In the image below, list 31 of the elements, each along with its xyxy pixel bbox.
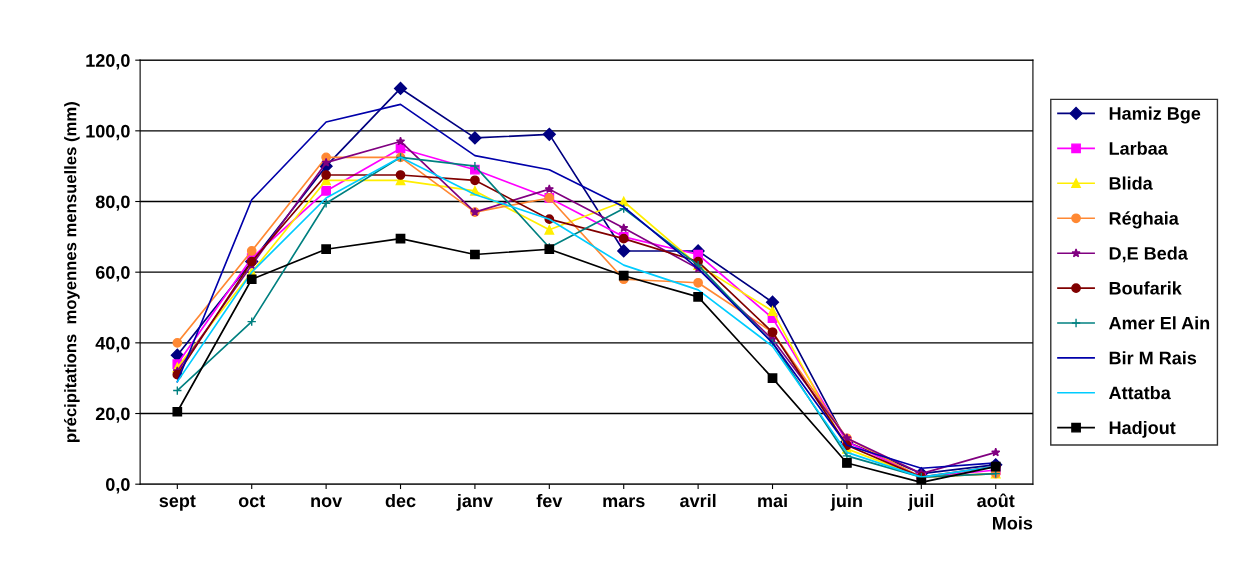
x-tick-label: mars <box>603 497 645 508</box>
x-tick-label: août <box>977 493 1015 508</box>
legend-label: Hamiz Bge <box>1109 106 1201 124</box>
legend-label: D,E Beda <box>1109 246 1188 263</box>
legend-label: Blida <box>1109 176 1153 190</box>
y-tick-label: 100,0 <box>86 124 130 141</box>
x-tick-label: juil <box>908 493 934 511</box>
x-tick-label: fev <box>536 493 563 508</box>
legend-label: Attatba <box>1109 386 1171 400</box>
legend-label: Boufarik <box>1109 281 1182 295</box>
x-tick-label: mai <box>758 493 787 508</box>
x-tick-label: avril <box>680 493 716 508</box>
y-axis-title: précipitations moyennes mensuelles (mm) <box>63 102 80 442</box>
x-tick-label: dec <box>385 493 416 508</box>
x-tick-label: sept <box>159 495 196 511</box>
x-tick-label: juin <box>830 493 862 511</box>
legend-label: Bir M Rais <box>1109 351 1197 365</box>
legend-label: Hadjout <box>1109 420 1176 438</box>
legend-label: Larbaa <box>1109 141 1168 155</box>
y-tick-label: 80,0 <box>95 195 130 211</box>
y-tick-label: 120,0 <box>86 54 130 70</box>
y-tick-label: 60,0 <box>95 266 130 282</box>
legend-label: Amer El Ain <box>1109 316 1210 330</box>
x-tick-label: janv <box>456 493 493 511</box>
y-tick-label: 40,0 <box>95 336 130 353</box>
x-tick-label: nov <box>311 497 343 508</box>
legend-label: Réghaia <box>1109 211 1179 229</box>
y-tick-label: 0,0 <box>106 478 130 494</box>
y-tick-label: 20,0 <box>95 407 130 423</box>
x-axis-title: Mois <box>993 516 1033 530</box>
x-tick-label: oct <box>238 495 266 508</box>
